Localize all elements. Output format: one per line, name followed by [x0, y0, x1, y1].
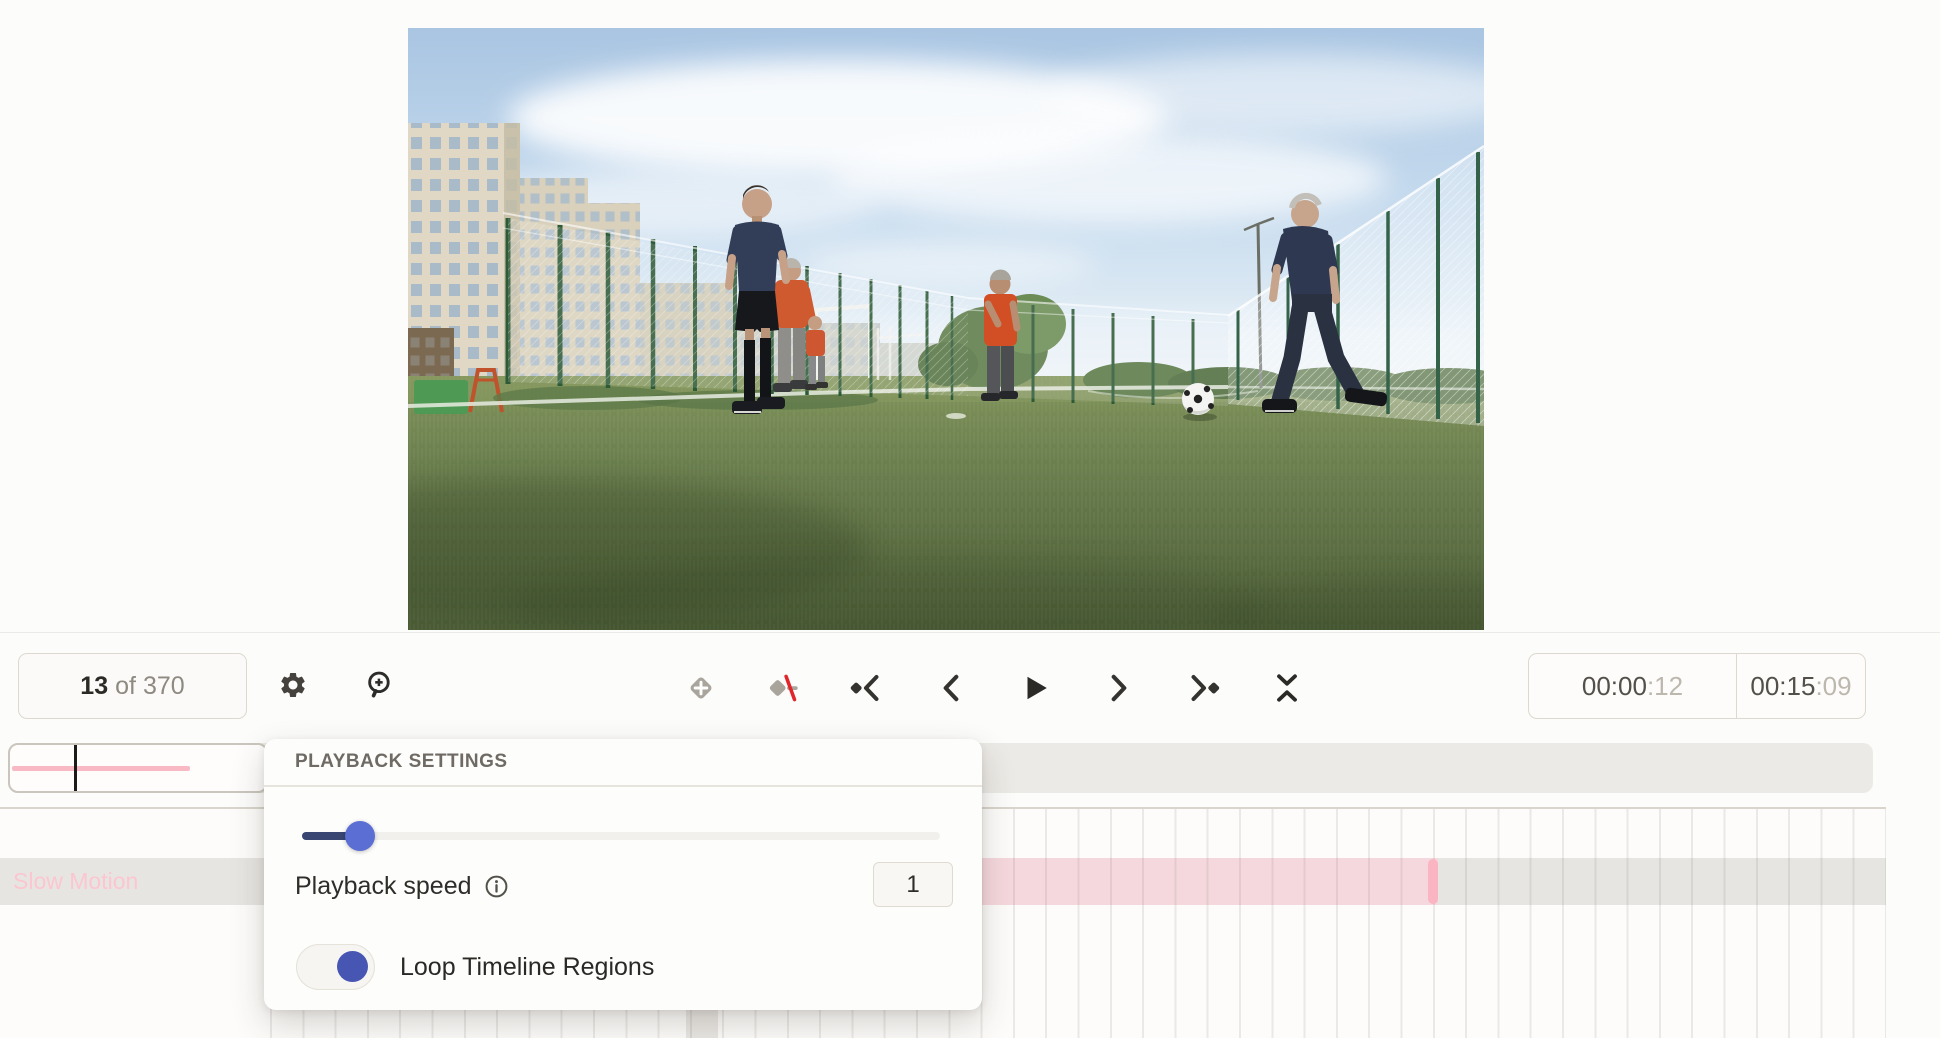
add-keyframe-icon: [683, 670, 719, 711]
keyframe-disabled-button[interactable]: [761, 667, 807, 713]
playback-speed-label: Playback speed: [295, 871, 472, 900]
playback-settings-popup: PLAYBACK SETTINGS Playback speed 1 Loop …: [264, 739, 982, 1010]
loop-toggle-label: Loop Timeline Regions: [400, 952, 655, 981]
info-icon[interactable]: [484, 874, 509, 899]
panel-top-border: [0, 632, 1940, 633]
collapse-timeline-button[interactable]: [1264, 667, 1310, 713]
video-scene-soccer-field: [408, 28, 1484, 630]
play-icon: [1020, 673, 1050, 708]
popup-title: PLAYBACK SETTINGS: [295, 751, 508, 772]
zoom-in-icon: [364, 669, 396, 706]
playback-speed-value-input[interactable]: 1: [873, 862, 953, 907]
popup-divider: [264, 785, 982, 787]
next-frame-button[interactable]: [1096, 667, 1142, 713]
video-canvas[interactable]: [408, 28, 1484, 630]
keyframe-disabled-icon: [763, 670, 805, 711]
loop-timeline-regions-toggle[interactable]: [296, 944, 375, 990]
timecode-total: 00:15:09: [1736, 653, 1866, 719]
next-keyframe-button[interactable]: [1180, 667, 1226, 713]
previous-keyframe-icon: [847, 672, 887, 709]
zoom-button[interactable]: [357, 664, 403, 710]
timecode-total-frames: :09: [1815, 670, 1852, 701]
gear-icon: [278, 670, 308, 705]
timecode-total-main: 00:15: [1750, 670, 1816, 701]
previous-frame-button[interactable]: [928, 667, 974, 713]
settings-button[interactable]: [270, 664, 316, 710]
add-keyframe-button[interactable]: [678, 667, 724, 713]
playback-speed-value: 1: [906, 870, 920, 898]
minimap-region-line: [12, 766, 190, 771]
playback-speed-row: Playback speed: [295, 872, 509, 900]
frame-counter-of: of: [115, 671, 136, 700]
toggle-knob: [337, 951, 368, 982]
slider-fill: [302, 832, 360, 840]
next-keyframe-icon: [1183, 672, 1223, 709]
loop-toggle-row: Loop Timeline Regions: [296, 944, 654, 990]
chevron-right-icon: [1104, 672, 1134, 709]
timecode-group: 00:00:12 00:15:09: [1528, 653, 1866, 719]
previous-keyframe-button[interactable]: [844, 667, 890, 713]
slider-thumb[interactable]: [345, 821, 375, 851]
collapse-icon: [1273, 672, 1301, 709]
timecode-current-frames: :12: [1646, 670, 1684, 701]
play-button[interactable]: [1012, 667, 1058, 713]
chevron-left-icon: [936, 672, 966, 709]
region-resize-handle[interactable]: [1428, 859, 1438, 904]
frame-counter-input[interactable]: 13 of 370: [18, 653, 247, 719]
track-label: Slow Motion: [13, 868, 139, 894]
frame-counter-current: 13: [80, 671, 109, 700]
minimap-playhead[interactable]: [74, 745, 77, 791]
timecode-current-main: 00:00: [1581, 670, 1647, 701]
timecode-current: 00:00:12: [1528, 653, 1736, 719]
playback-speed-slider[interactable]: [302, 821, 940, 851]
frame-counter-total: 370: [142, 671, 185, 700]
